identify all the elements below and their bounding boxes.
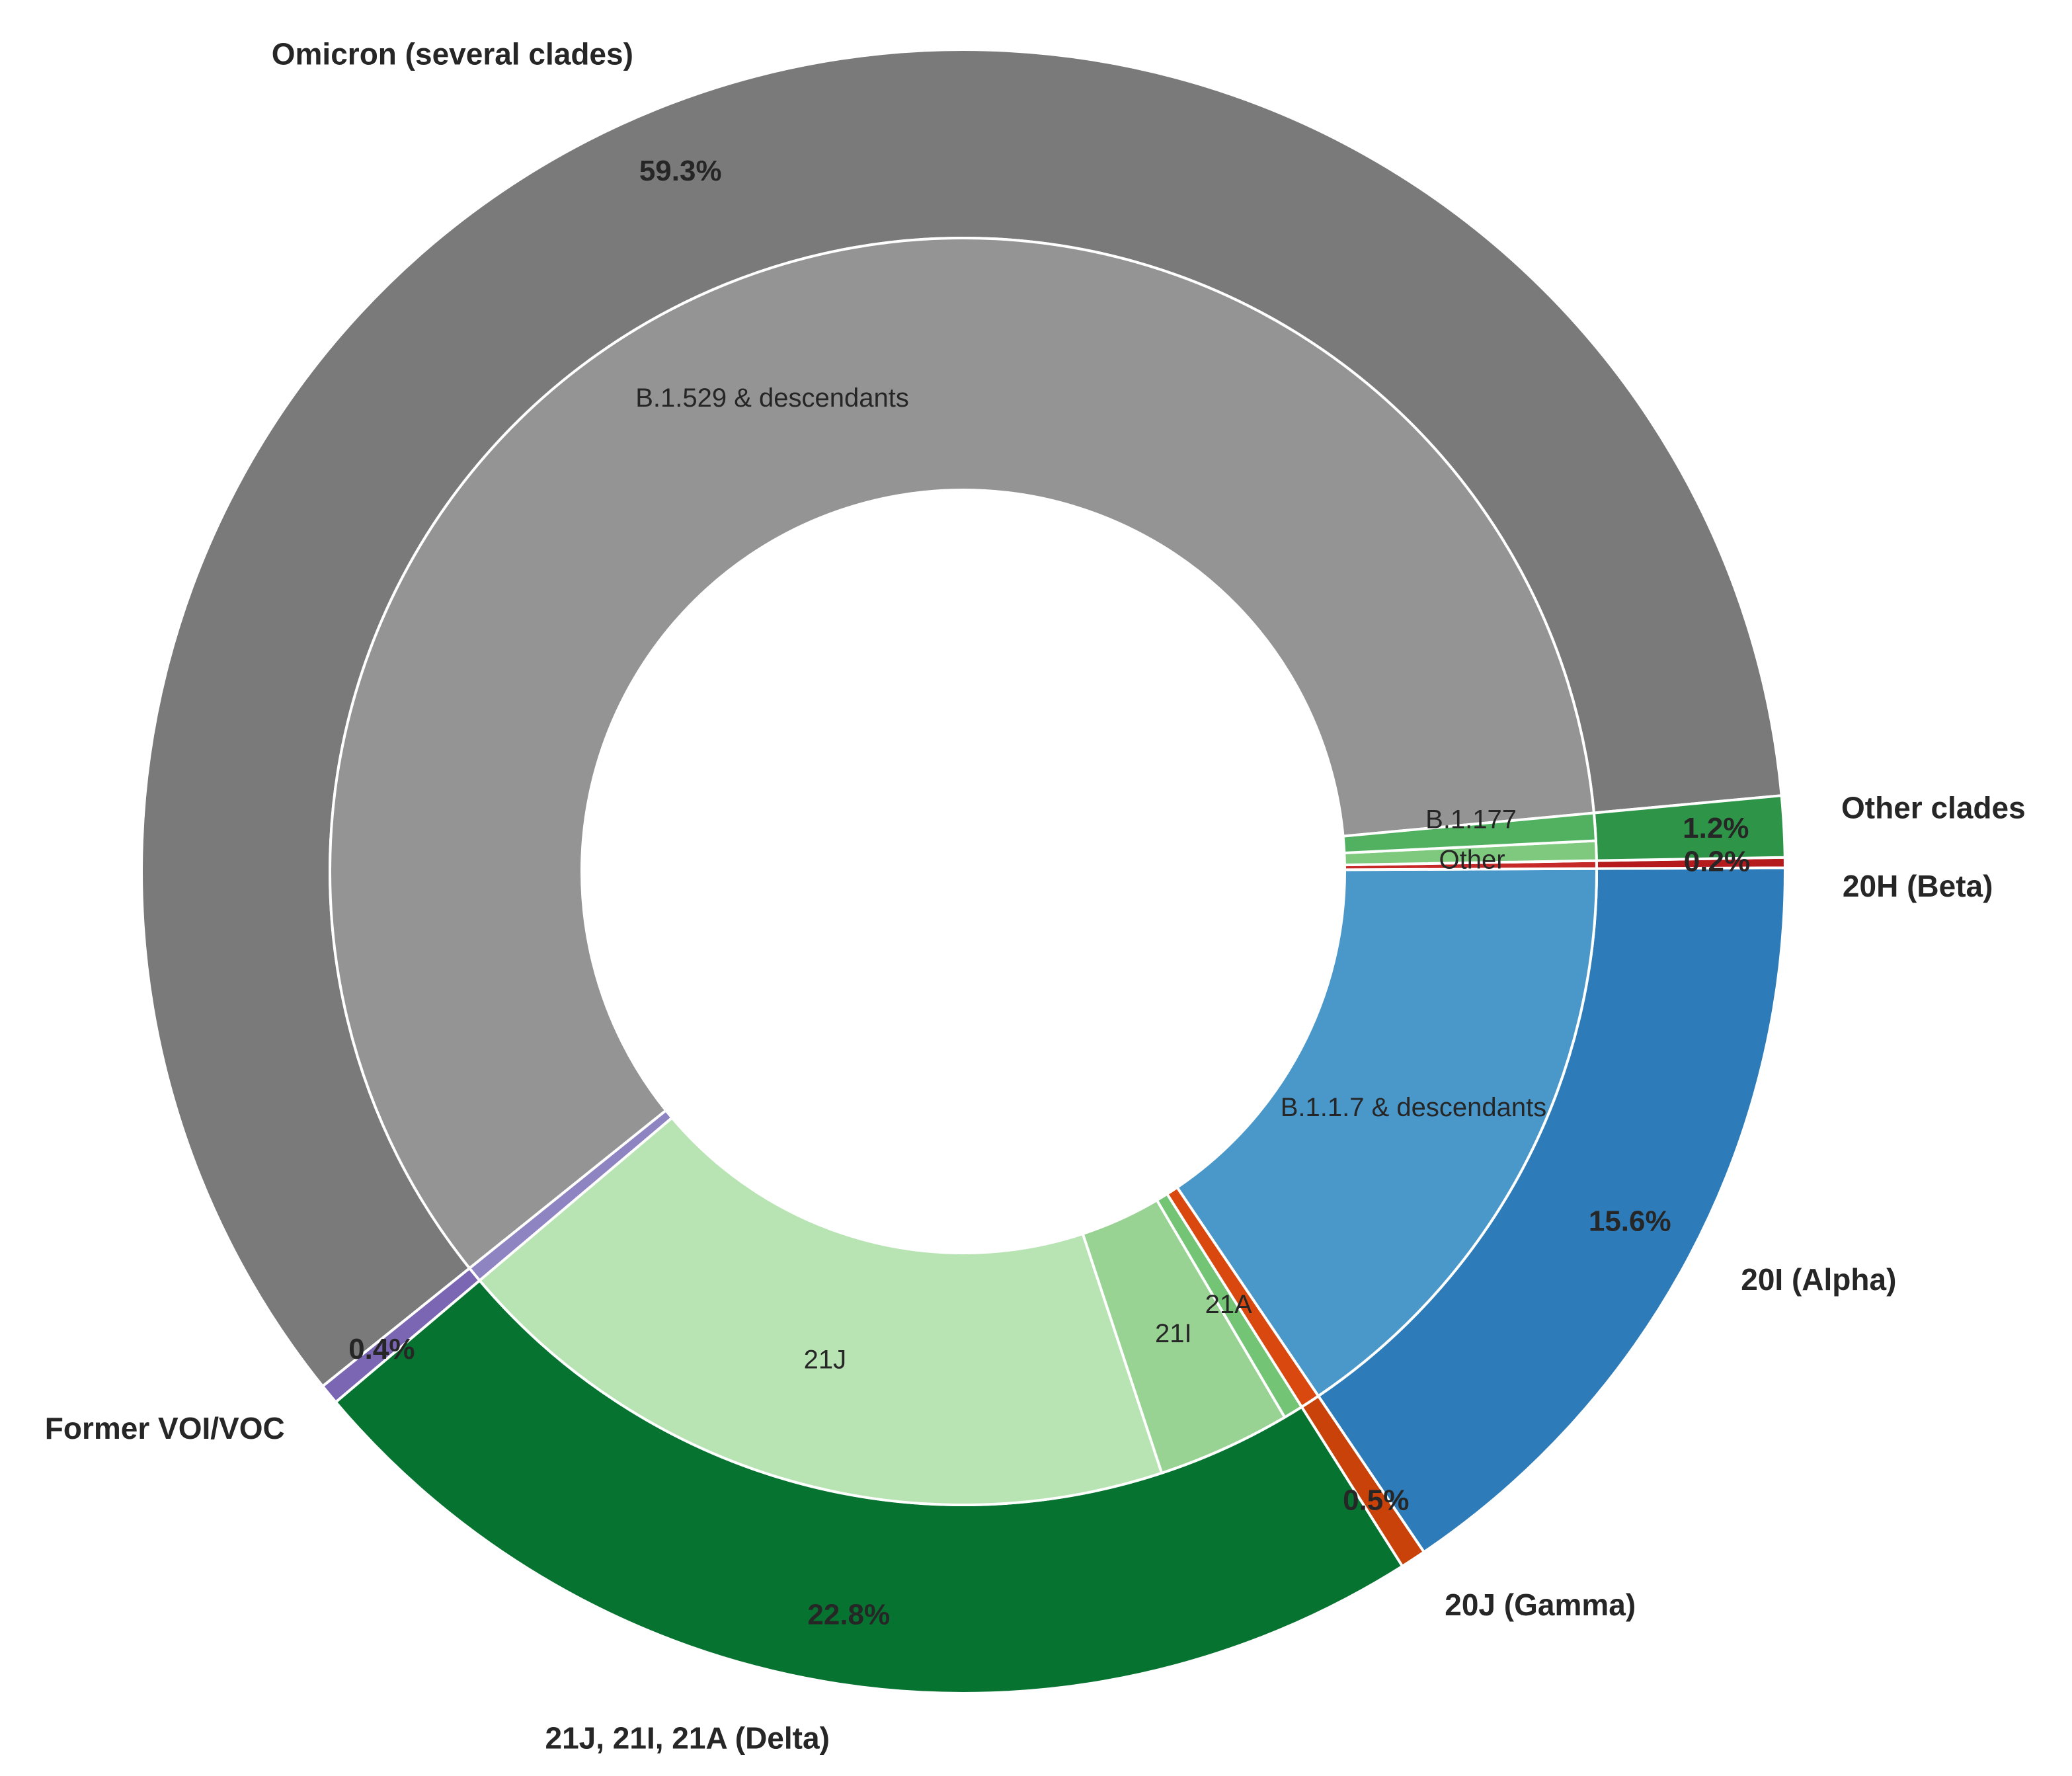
outer-label-former-voi-voc: Former VOI/VOC — [45, 1411, 285, 1445]
pct-label-other-clades: 1.2% — [1683, 812, 1749, 844]
pct-label-omicron-several-clades: 59.3% — [639, 155, 722, 187]
inner-label-b-1-529-descendants: B.1.529 & descendants — [635, 383, 909, 413]
inner-label-21a: 21A — [1205, 1290, 1252, 1319]
pct-label-20i-alpha: 15.6% — [1589, 1205, 1671, 1238]
chart-labels: Omicron (several clades) 59.3% Former VOI/… — [45, 36, 2026, 1755]
inner-label-21i: 21I — [1155, 1319, 1192, 1348]
outer-label-20i-alpha: 20I (Alpha) — [1741, 1262, 1896, 1297]
inner-label-other: Other — [1439, 845, 1505, 874]
outer-label-other-clades: Other clades — [1841, 790, 2026, 825]
pct-label-20h-beta: 0.2% — [1684, 845, 1750, 877]
inner-label-b-1-177: B.1.177 — [1425, 805, 1517, 834]
outer-label-21j-21i-21a-delta: 21J, 21I, 21A (Delta) — [545, 1721, 829, 1756]
inner-ring — [329, 237, 1598, 1506]
inner-slice-b-1-177 — [1341, 811, 1597, 855]
pct-label-20j-gamma: 0.5% — [1343, 1484, 1409, 1517]
outer-label-20j-gamma: 20J (Gamma) — [1445, 1588, 1636, 1622]
inner-slice-b-1-529-descendants — [329, 237, 1596, 1270]
inner-label-b-1-1-7-descendants: B.1.1.7 & descendants — [1281, 1093, 1547, 1122]
inner-slice-21j — [477, 1115, 1164, 1506]
outer-label-omicron-several-clades: Omicron (several clades) — [272, 36, 633, 71]
outer-label-20h-beta: 20H (Beta) — [1843, 869, 1993, 903]
pct-label-21j-21i-21a-delta: 22.8% — [807, 1598, 890, 1631]
pct-label-former-voi-voc: 0.4% — [348, 1333, 415, 1365]
inner-slice-b-1-1-7-descendants — [1175, 867, 1598, 1398]
inner-label-21j: 21J — [804, 1346, 847, 1375]
